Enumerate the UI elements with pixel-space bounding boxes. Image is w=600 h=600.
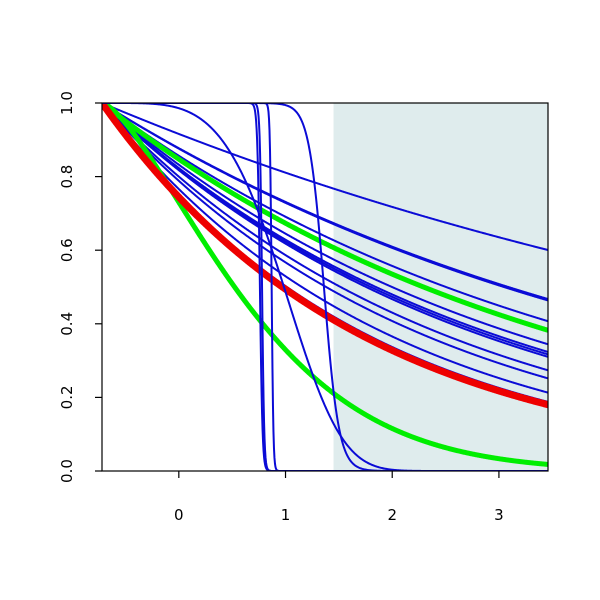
x-tick-label: 0 xyxy=(174,506,184,524)
series-line-10 xyxy=(102,103,548,380)
series-line-15 xyxy=(102,103,548,409)
y-tick-label: 0.8 xyxy=(58,165,76,189)
x-tick-label: 3 xyxy=(494,506,504,524)
series-line-9 xyxy=(102,103,548,372)
y-tick-label: 0.2 xyxy=(58,385,76,409)
series-line-13 xyxy=(102,103,548,333)
plot-frame xyxy=(101,102,549,472)
y-tick-label: 0.6 xyxy=(58,238,76,262)
series-line-4 xyxy=(102,103,548,323)
series-layer xyxy=(102,103,548,471)
x-tick-label: 2 xyxy=(387,506,397,524)
series-line-19 xyxy=(102,103,548,471)
series-line-8 xyxy=(102,103,548,358)
y-tick-label: 1.0 xyxy=(58,91,76,115)
axis-layer: 0 1 2 3 0.0 0.2 0.4 0.6 0.8 1.0 xyxy=(58,91,549,524)
y-tick-label: 0.4 xyxy=(58,312,76,336)
series-line-1 xyxy=(102,103,548,252)
series-line-3 xyxy=(102,103,548,302)
x-tick-label: 1 xyxy=(281,506,291,524)
y-tick-label: 0.0 xyxy=(58,459,76,483)
series-line-20 xyxy=(102,103,548,471)
series-line-5 xyxy=(102,103,548,346)
